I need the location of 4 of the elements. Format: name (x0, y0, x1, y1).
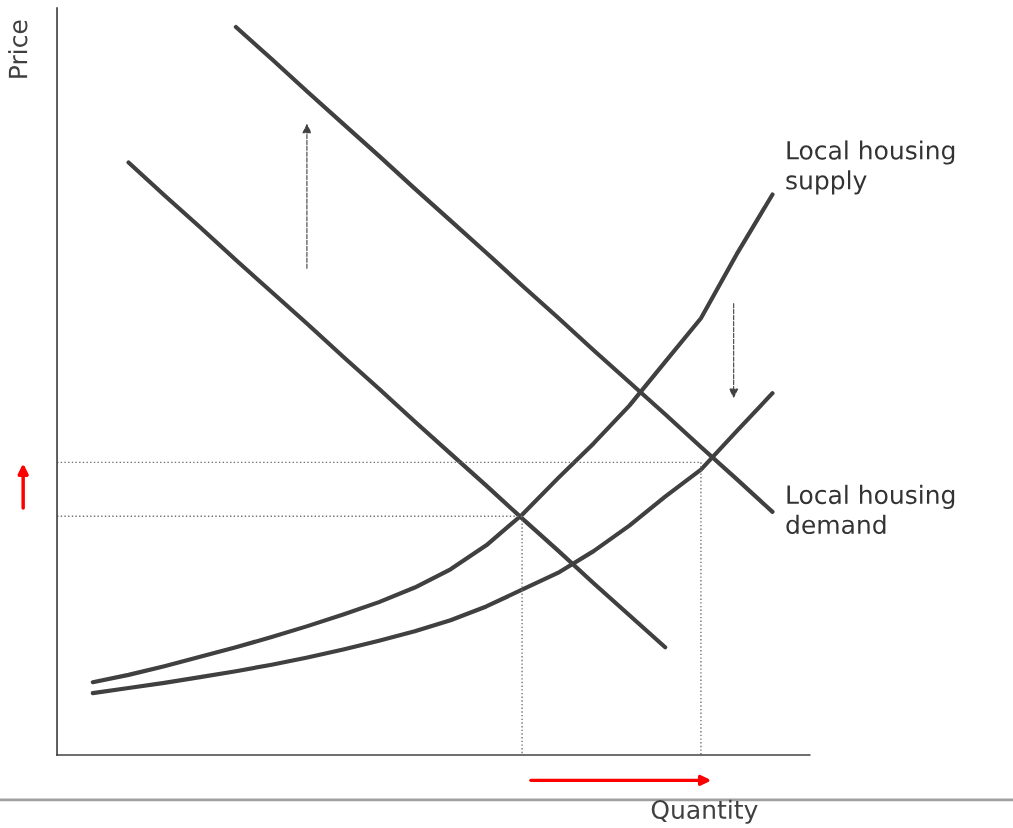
series-label: Local housing supply (786, 140, 955, 195)
y-axis-title: Price (8, 20, 28, 78)
x-axis-title: Quantity (651, 799, 758, 824)
series-label: Local housing demand (786, 484, 955, 535)
